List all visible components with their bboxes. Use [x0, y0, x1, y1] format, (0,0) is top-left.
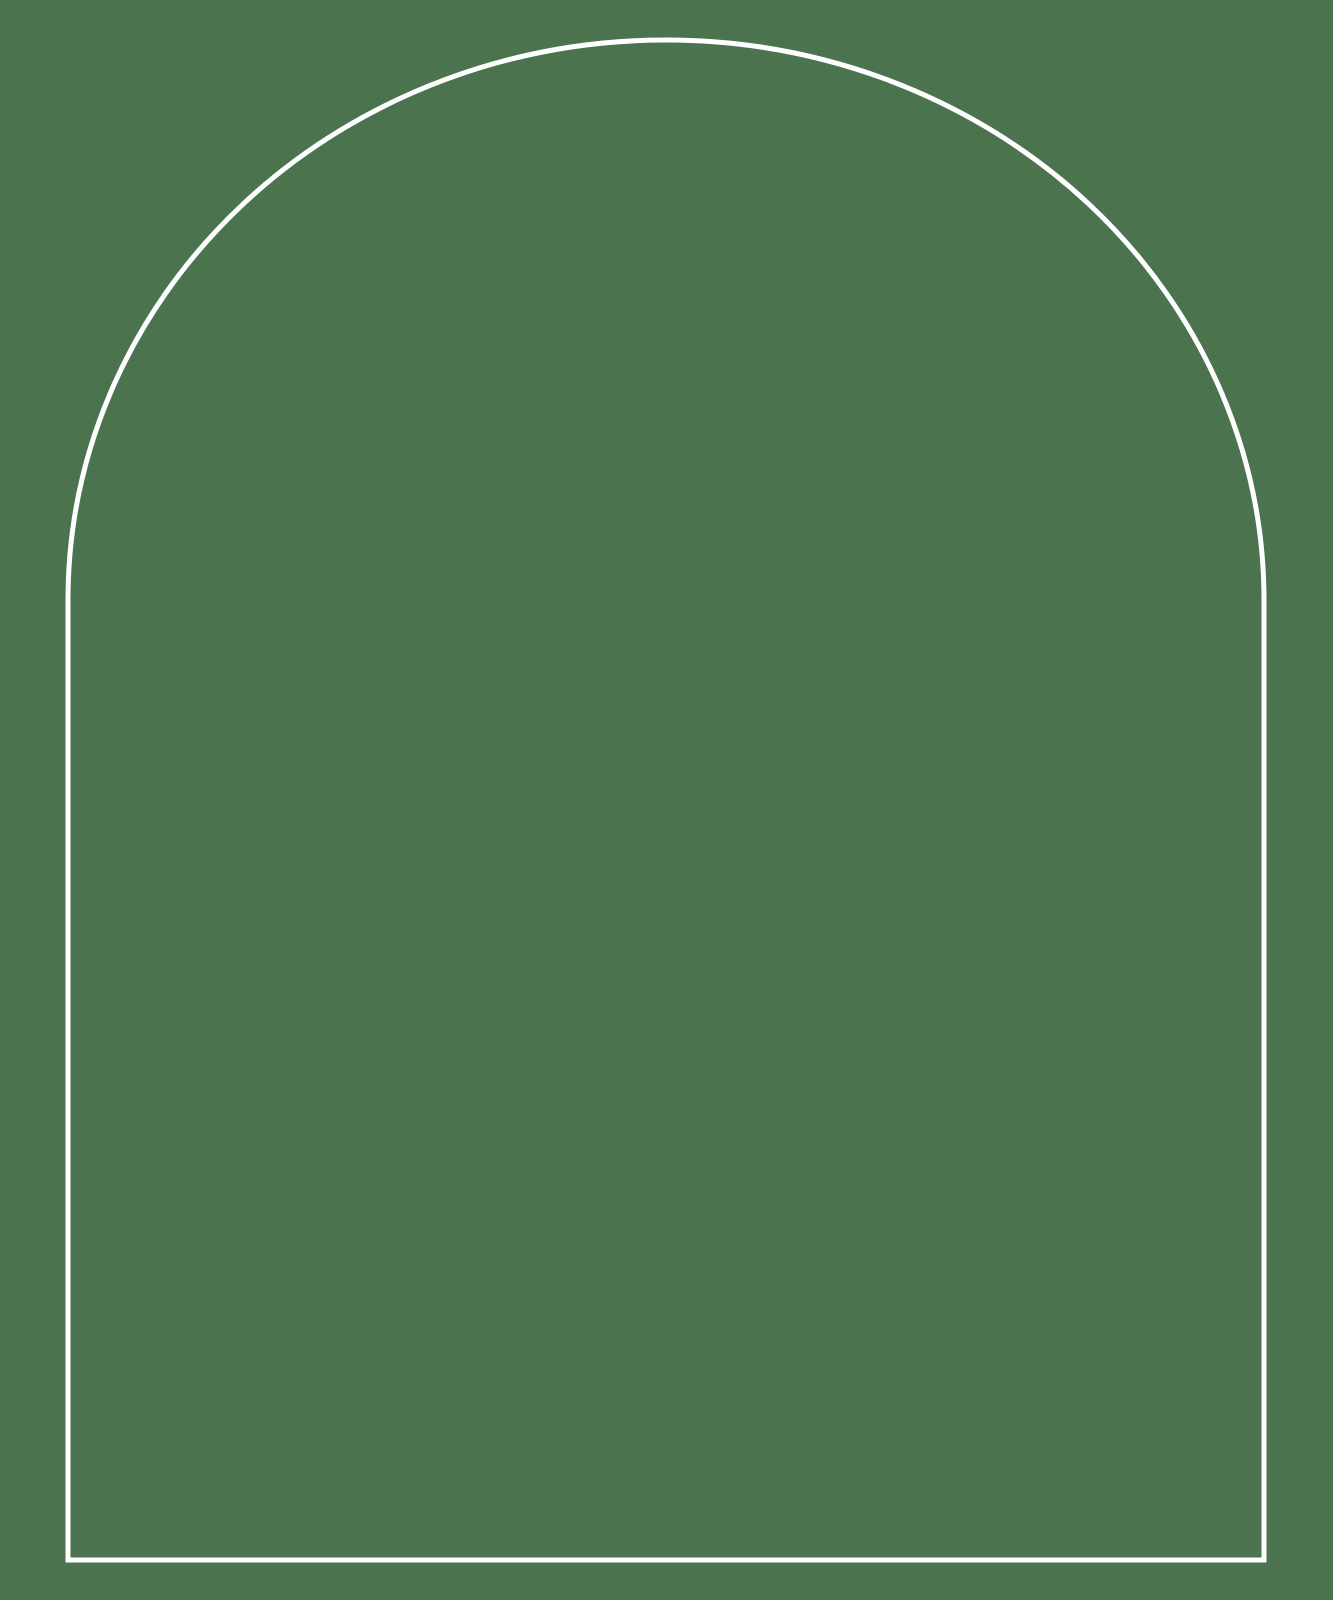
arch-frame: [65, 37, 1267, 1563]
